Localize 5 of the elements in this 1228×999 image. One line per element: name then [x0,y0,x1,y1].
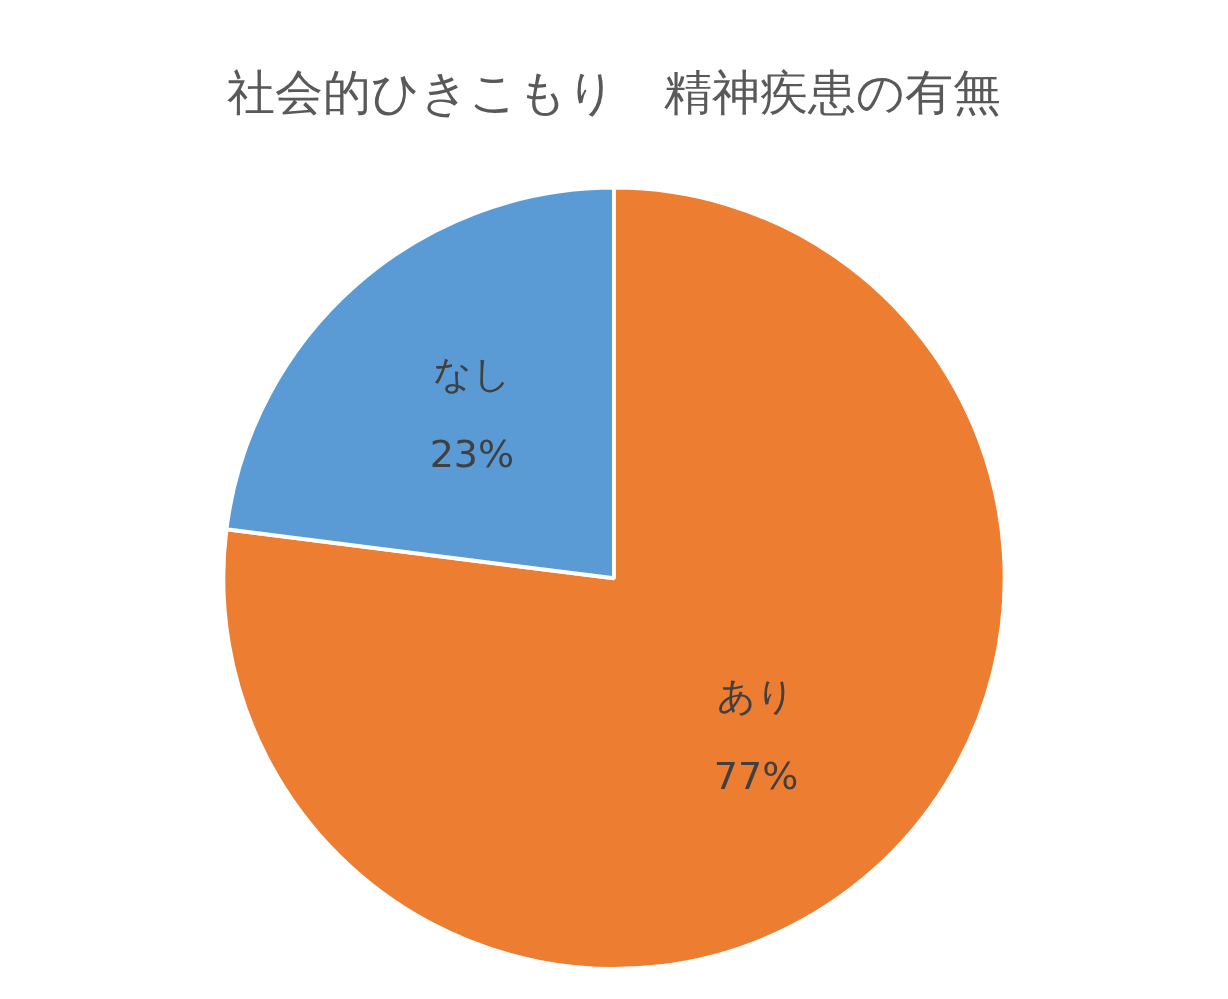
data-label: 77% [713,754,799,799]
slice-label: なし [432,351,511,396]
data-label: 23% [429,431,515,476]
chart-title: 社会的ひきこもり 精神疾患の有無 [227,64,1001,121]
slice-label: あり [717,674,796,719]
